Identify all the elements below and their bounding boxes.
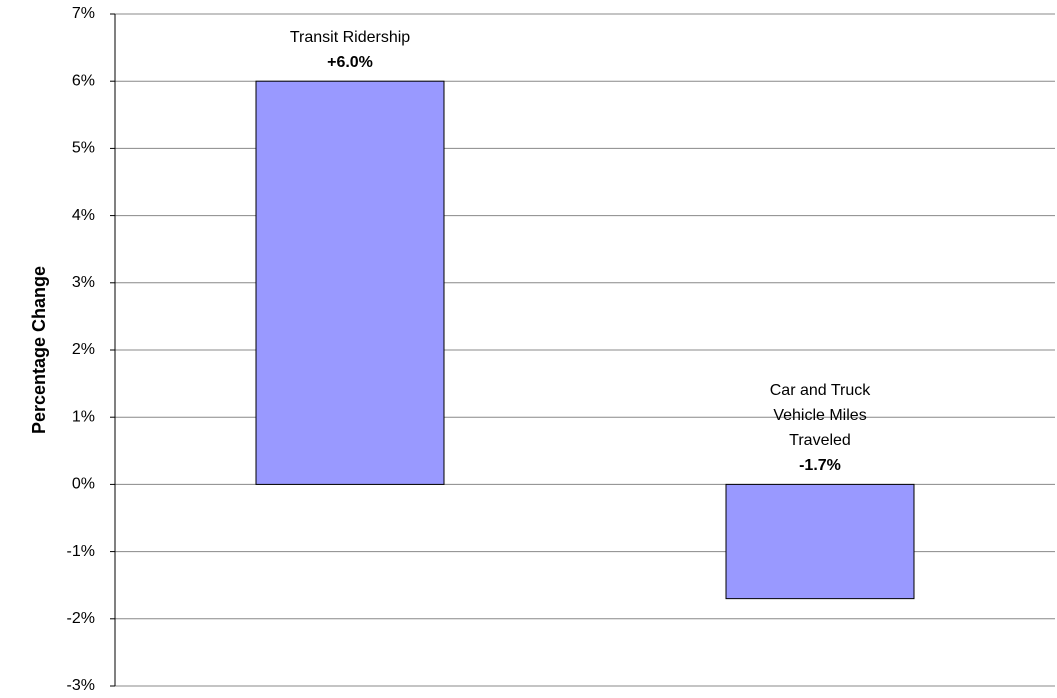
y-tick-label: 1% bbox=[72, 408, 95, 425]
y-tick-label: -2% bbox=[67, 610, 95, 627]
y-tick-label: 5% bbox=[72, 140, 95, 157]
y-tick-label: -1% bbox=[67, 543, 95, 560]
value-label: +6.0% bbox=[327, 54, 373, 72]
category-label: Transit Ridership bbox=[289, 29, 411, 47]
y-tick-label: 4% bbox=[72, 207, 95, 224]
y-tick-label: 7% bbox=[72, 5, 95, 22]
value-label: -1.7% bbox=[799, 457, 841, 475]
y-tick-label: -3% bbox=[67, 677, 95, 694]
data-label: Car and Truck Vehicle Miles Traveled -1.7… bbox=[745, 378, 895, 478]
y-tick-label: 3% bbox=[72, 274, 95, 291]
y-tick-label: 2% bbox=[72, 341, 95, 358]
data-label: Transit Ridership +6.0% bbox=[275, 25, 425, 75]
category-label: Car and Truck Vehicle Miles Traveled bbox=[769, 382, 871, 450]
y-axis-title: Percentage Change bbox=[29, 266, 49, 434]
bar bbox=[255, 80, 445, 485]
bar bbox=[725, 483, 915, 600]
y-tick-label: 6% bbox=[72, 72, 95, 89]
y-tick-label: 0% bbox=[72, 476, 95, 493]
